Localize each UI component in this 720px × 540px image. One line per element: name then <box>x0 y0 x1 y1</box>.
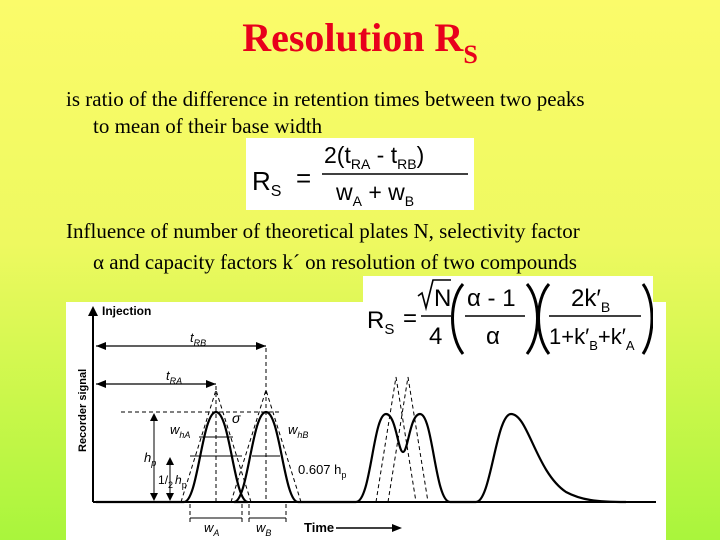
y-axis-arrow-icon <box>88 306 98 316</box>
title-subscript: S <box>463 40 478 69</box>
alpha-denominator: α <box>486 323 500 350</box>
frac-0607-label: 0.607 hp <box>298 462 346 480</box>
trb-arrow-right-icon <box>256 342 266 350</box>
influence-line-2-text: and capacity factors k´ on resolution of… <box>104 250 577 274</box>
hp-arrow-down-icon <box>150 493 158 501</box>
whb-label: whB <box>288 422 308 440</box>
wb-label: wB <box>256 520 271 538</box>
slide-title: Resolution RS <box>0 14 720 69</box>
tangent-a-left <box>180 389 217 503</box>
influence-line-2: α and capacity factors k´ on resolution … <box>93 249 577 275</box>
alpha-numerator: α - 1 <box>467 285 516 312</box>
tra-label: tRA <box>166 368 182 386</box>
tangent-b-left <box>230 389 267 503</box>
half-hp-arrow-up-icon <box>166 457 174 465</box>
paren-left-2-icon <box>537 283 551 355</box>
y-axis-label: Recorder signal <box>77 369 89 452</box>
definition-line-1: is ratio of the difference in retention … <box>66 87 585 111</box>
paren-right-2-icon <box>641 283 653 355</box>
half-hp-arrow-down-icon <box>166 493 174 501</box>
formula2-four: 4 <box>429 323 442 350</box>
overlap-tangent-4 <box>407 376 429 503</box>
definition-line-2: to mean of their base width <box>93 114 323 138</box>
formula1-denominator: wA + wB <box>335 179 414 209</box>
title-text: Resolution R <box>242 15 464 60</box>
formula2-lhs: RS <box>367 307 394 338</box>
hp-label: hp <box>144 450 156 468</box>
x-axis-label: Time <box>304 520 334 535</box>
tangent-a-right <box>215 389 252 503</box>
formula2-equals: = <box>403 305 417 332</box>
time-arrow-icon <box>392 524 402 532</box>
tailing-peak <box>475 412 627 504</box>
wha-label: whA <box>170 422 190 440</box>
overlap-tangent-2 <box>395 376 417 503</box>
sqrt-n: N <box>434 285 451 312</box>
overlap-tangent-1 <box>375 376 397 503</box>
sqrt-icon <box>417 279 451 312</box>
injection-label: Injection <box>102 304 151 318</box>
formula1-numerator: 2(tRA - tRB) <box>324 142 424 172</box>
influence-line-1: Influence of number of theoretical plate… <box>66 219 580 243</box>
trb-arrow-left-icon <box>96 342 106 350</box>
half-hp-label: 1/2 hp <box>158 473 187 490</box>
paren-left-1-icon <box>451 283 465 355</box>
alpha-symbol: α <box>93 250 105 274</box>
wa-label: wA <box>204 520 219 538</box>
overlapping-peaks <box>355 412 476 504</box>
tra-arrow-left-icon <box>96 380 106 388</box>
resolved-peaks <box>96 410 356 504</box>
tra-arrow-right-icon <box>206 380 216 388</box>
resolution-factors-formula: RS = N 4 α - 1 α 2k′B 1+k′B+k′A <box>363 276 653 364</box>
formula1-lhs: RS <box>252 166 281 200</box>
formula1-equals: = <box>296 163 311 193</box>
k-numerator: 2k′B <box>571 285 610 315</box>
trb-label: tRB <box>190 330 206 348</box>
sigma-label: σ <box>232 410 241 426</box>
hp-arrow-up-icon <box>150 413 158 421</box>
k-denominator: 1+k′B+k′A <box>549 324 635 353</box>
resolution-formula: RS = 2(tRA - tRB) wA + wB <box>246 138 474 210</box>
paren-right-1-icon <box>525 283 539 355</box>
tangent-b-right <box>265 389 302 503</box>
